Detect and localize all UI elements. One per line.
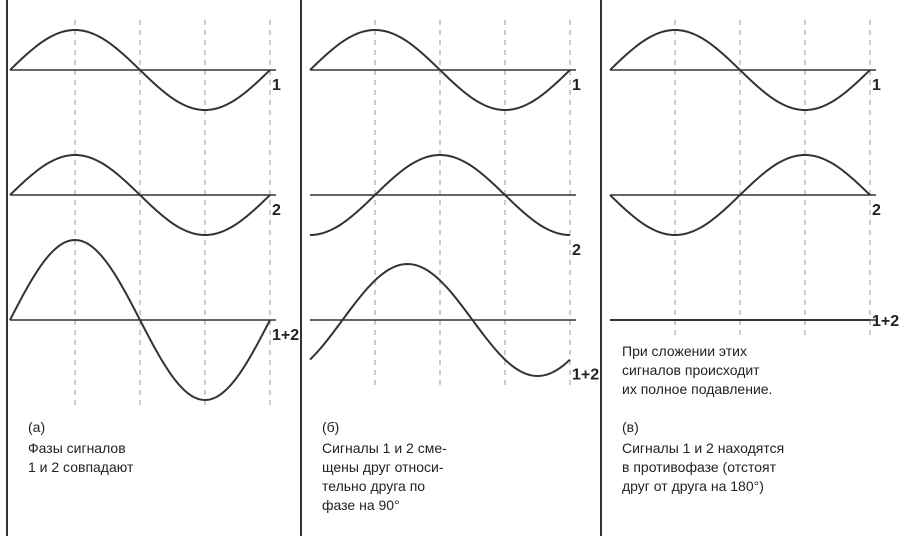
panel-a: 1 2 1+2 (а) Фазы сигналов 1 и 2 совпадают bbox=[0, 0, 300, 536]
panel-c: 1 2 1+2 При сложении этих сигналов происхо… bbox=[600, 0, 911, 536]
wave-label: 1+2 bbox=[572, 367, 599, 384]
wave-label: 1+2 bbox=[872, 313, 899, 330]
wave-label: 2 bbox=[272, 202, 281, 219]
wave-label: 1 bbox=[272, 77, 281, 94]
panel-c-note-line-3: их полное подавление. bbox=[622, 380, 772, 399]
panel-c-caption: (в) Сигналы 1 и 2 находятся в противофаз… bbox=[622, 418, 784, 496]
panel-a-caption: (а) Фазы сигналов 1 и 2 совпадают bbox=[28, 418, 133, 477]
panel-b-svg: 1 2 1+2 bbox=[300, 0, 600, 410]
panel-c-tag: (в) bbox=[622, 418, 784, 437]
wave-label: 2 bbox=[872, 202, 881, 219]
panel-a-svg: 1 2 1+2 bbox=[0, 0, 300, 410]
panel-a-caption-line-1: Фазы сигналов bbox=[28, 439, 133, 458]
panels-container: 121+2 (а) Фазы сигналов 1 и 2 совпадают … bbox=[0, 0, 911, 536]
panel-b-caption: (б) Сигналы 1 и 2 сме- щены друг относи-… bbox=[322, 418, 447, 514]
panel-c-note: При сложении этих сигналов происходит их… bbox=[622, 342, 772, 399]
panel-b: 1 2 1+2 (б) Сигналы 1 и 2 сме- щены друг о… bbox=[300, 0, 600, 536]
wave-label: 1+2 bbox=[272, 327, 299, 344]
panel-b-caption-line-3: тельно друга по bbox=[322, 477, 447, 496]
panel-b-caption-line-2: щены друг относи- bbox=[322, 458, 447, 477]
panel-b-caption-line-1: Сигналы 1 и 2 сме- bbox=[322, 439, 447, 458]
wave-label: 2 bbox=[572, 242, 581, 259]
panel-b-tag: (б) bbox=[322, 418, 447, 437]
panel-a-tag: (а) bbox=[28, 418, 133, 437]
figure-root: 121+2 (а) Фазы сигналов 1 и 2 совпадают … bbox=[0, 0, 911, 536]
panel-b-caption-line-4: фазе на 90° bbox=[322, 496, 447, 515]
panel-c-caption-line-3: друг от друга на 180°) bbox=[622, 477, 784, 496]
wave-label: 1 bbox=[572, 77, 581, 94]
panel-c-caption-line-1: Сигналы 1 и 2 находятся bbox=[622, 439, 784, 458]
panel-c-caption-line-2: в противофазе (отстоят bbox=[622, 458, 784, 477]
panel-c-note-line-1: При сложении этих bbox=[622, 342, 772, 361]
panel-c-note-line-2: сигналов происходит bbox=[622, 361, 772, 380]
wave-label: 1 bbox=[872, 77, 881, 94]
panel-a-caption-line-2: 1 и 2 совпадают bbox=[28, 458, 133, 477]
